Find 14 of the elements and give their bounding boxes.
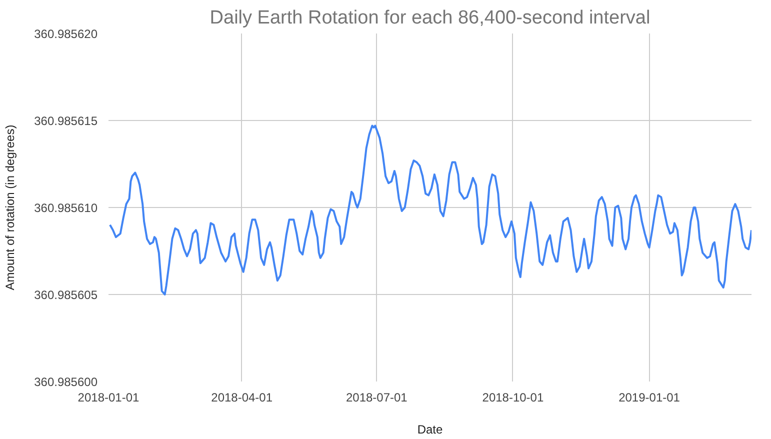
x-tick-label: 2018-01-01 xyxy=(78,390,140,404)
chart-title: Daily Earth Rotation for each 86,400-second interval xyxy=(210,8,650,28)
line-series xyxy=(108,124,752,296)
x-tick-label: 2018-07-01 xyxy=(346,390,408,404)
y-tick-label: 360.985615 xyxy=(34,114,98,128)
y-tick-label: 360.985620 xyxy=(34,27,98,41)
y-axis-title: Amount of rotation (in degrees) xyxy=(3,124,18,290)
x-tick-label: 2018-10-01 xyxy=(482,390,544,404)
y-tick-label: 360.985600 xyxy=(34,375,98,389)
y-tick-label: 360.985610 xyxy=(34,201,98,215)
x-tick-label: 2019-01-01 xyxy=(618,390,680,404)
x-axis-title: Date xyxy=(417,422,443,436)
x-tick-label: 2018-04-01 xyxy=(211,390,273,404)
y-tick-label: 360.985605 xyxy=(34,288,98,302)
